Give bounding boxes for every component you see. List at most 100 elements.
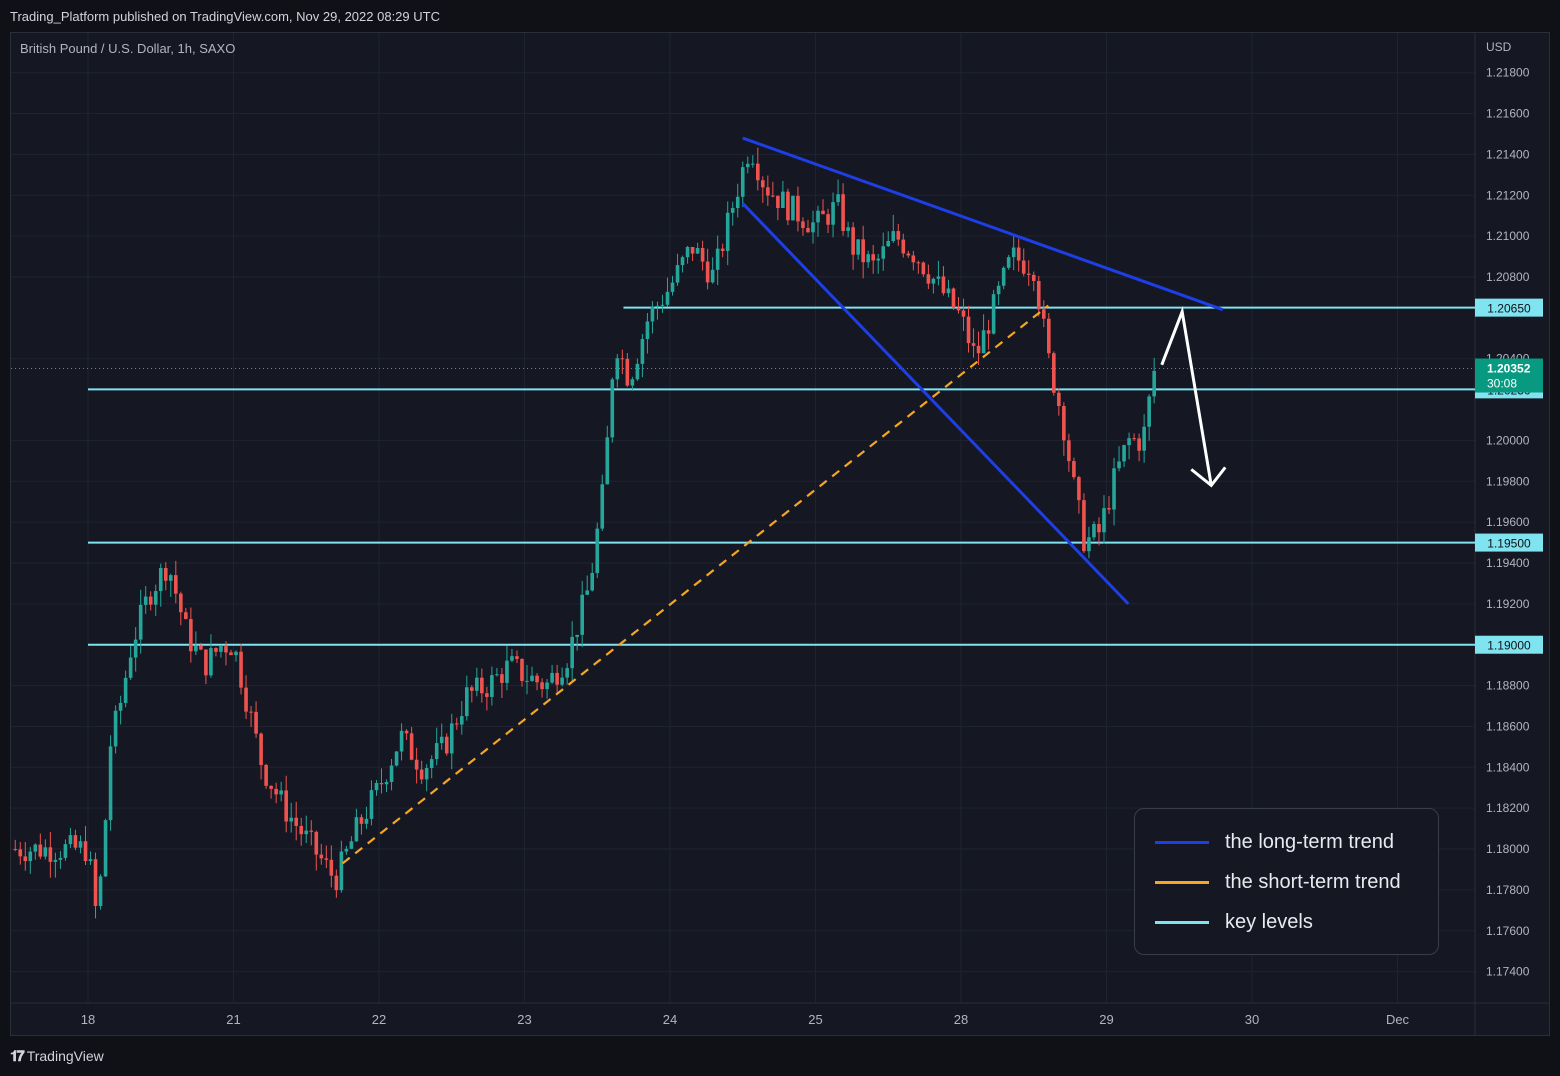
candle-body <box>244 687 248 712</box>
time-tick-label: 29 <box>1099 1012 1113 1027</box>
long-term-trendline <box>742 136 1224 312</box>
bar-countdown: 30:08 <box>1487 377 1517 391</box>
candle-body <box>1036 280 1041 310</box>
candle-body <box>314 831 319 855</box>
candle-body <box>1016 247 1021 261</box>
price-tick-label: 1.21200 <box>1486 188 1530 202</box>
price-tick-label: 1.21000 <box>1486 229 1530 243</box>
candle-body <box>926 274 931 284</box>
candle-body <box>630 379 635 386</box>
candle-body <box>761 180 765 188</box>
candle-body <box>675 265 680 283</box>
candle-body <box>209 648 213 676</box>
candle-body <box>128 657 133 678</box>
publisher-info: Trading_Platform published on TradingVie… <box>10 9 440 24</box>
candle-body <box>735 196 740 209</box>
price-tick-label: 1.21600 <box>1486 107 1530 121</box>
candle-body <box>103 820 108 877</box>
candle-body <box>956 307 961 311</box>
candle-body <box>1092 524 1096 538</box>
projection-arrow <box>1160 306 1213 486</box>
price-tick-label: 1.19400 <box>1486 556 1530 570</box>
price-tick-label: 1.18200 <box>1486 801 1530 815</box>
candle-body <box>771 195 775 197</box>
candle-body <box>1001 267 1006 286</box>
candle-body <box>540 682 544 690</box>
price-tick-label: 1.19600 <box>1486 515 1530 529</box>
candle-body <box>791 195 795 221</box>
candle-body <box>520 658 524 681</box>
candle-body <box>816 210 820 223</box>
candle-body <box>881 246 886 259</box>
price-axis: USD 1.21800 1.21600 1.21400 1.21200 1.21000 1.… <box>1486 40 1530 979</box>
candle-body <box>284 790 288 822</box>
candle-body <box>555 672 559 685</box>
candle-body <box>695 248 700 254</box>
candle-body <box>399 730 404 752</box>
candle-body <box>113 710 118 747</box>
candle-body <box>1072 461 1076 478</box>
candle-body <box>334 875 339 891</box>
candle-body <box>535 675 539 683</box>
candle-body <box>495 674 499 676</box>
candle-body <box>1041 309 1046 319</box>
key-level-badge-label: 1.20650 <box>1487 302 1531 316</box>
currency-label: USD <box>1486 40 1512 54</box>
price-tick-label: 1.19200 <box>1486 597 1530 611</box>
legend-label-short-trend: the short-term trend <box>1225 871 1401 893</box>
candle-body <box>480 677 484 694</box>
candle-body <box>259 733 263 765</box>
candle-body <box>1031 274 1036 281</box>
candle-body <box>459 716 464 725</box>
time-tick-label: 23 <box>517 1012 531 1027</box>
candle-body <box>58 857 63 860</box>
candle-body <box>329 859 334 876</box>
candle-body <box>1067 440 1071 462</box>
publish-header: Trading_Platform published on TradingVie… <box>0 0 1560 32</box>
candle-body <box>1047 318 1051 354</box>
candle-body <box>13 849 18 851</box>
candle-body <box>846 227 850 231</box>
candle-body <box>168 575 173 581</box>
candle-body <box>219 646 223 652</box>
candle-body <box>199 645 203 650</box>
candle-body <box>851 227 855 255</box>
candle-body <box>906 253 911 256</box>
candle-body <box>53 859 58 862</box>
candle-body <box>43 847 48 857</box>
candle-body <box>424 767 429 780</box>
candle-body <box>786 191 790 221</box>
legend-swatch-short-trend <box>1155 881 1209 884</box>
candle-body <box>48 847 53 862</box>
candle-body <box>289 817 293 822</box>
candle-body <box>991 294 996 334</box>
candle-body <box>725 212 730 251</box>
candle-body <box>98 876 103 906</box>
candle-body <box>369 790 374 819</box>
footer-brand[interactable]: 𝟏𝟕 TradingView <box>10 1046 104 1066</box>
candle-body <box>550 672 554 683</box>
candle-body <box>1006 257 1011 268</box>
candle-body <box>715 248 720 270</box>
candle-body <box>1021 260 1026 274</box>
candle-body <box>1097 524 1101 533</box>
candle-body <box>148 596 153 605</box>
candle-body <box>946 288 951 294</box>
price-tick-label: 1.17800 <box>1486 883 1530 897</box>
candle-body <box>254 711 258 734</box>
candle-body <box>389 765 394 782</box>
time-tick-label: 30 <box>1245 1012 1259 1027</box>
candle-body <box>595 528 600 574</box>
candles <box>13 147 1156 919</box>
key-level-badge-bg <box>1475 533 1543 552</box>
candle-body <box>123 677 128 703</box>
candle-body <box>485 693 489 697</box>
candle-body <box>590 573 595 591</box>
candle-body <box>23 856 28 862</box>
candle-body <box>1057 392 1061 407</box>
price-tick-label: 1.18600 <box>1486 719 1530 733</box>
candle-body <box>68 835 73 845</box>
candle-body <box>1102 508 1106 533</box>
candle-body <box>921 262 926 275</box>
candle-body <box>781 191 785 208</box>
